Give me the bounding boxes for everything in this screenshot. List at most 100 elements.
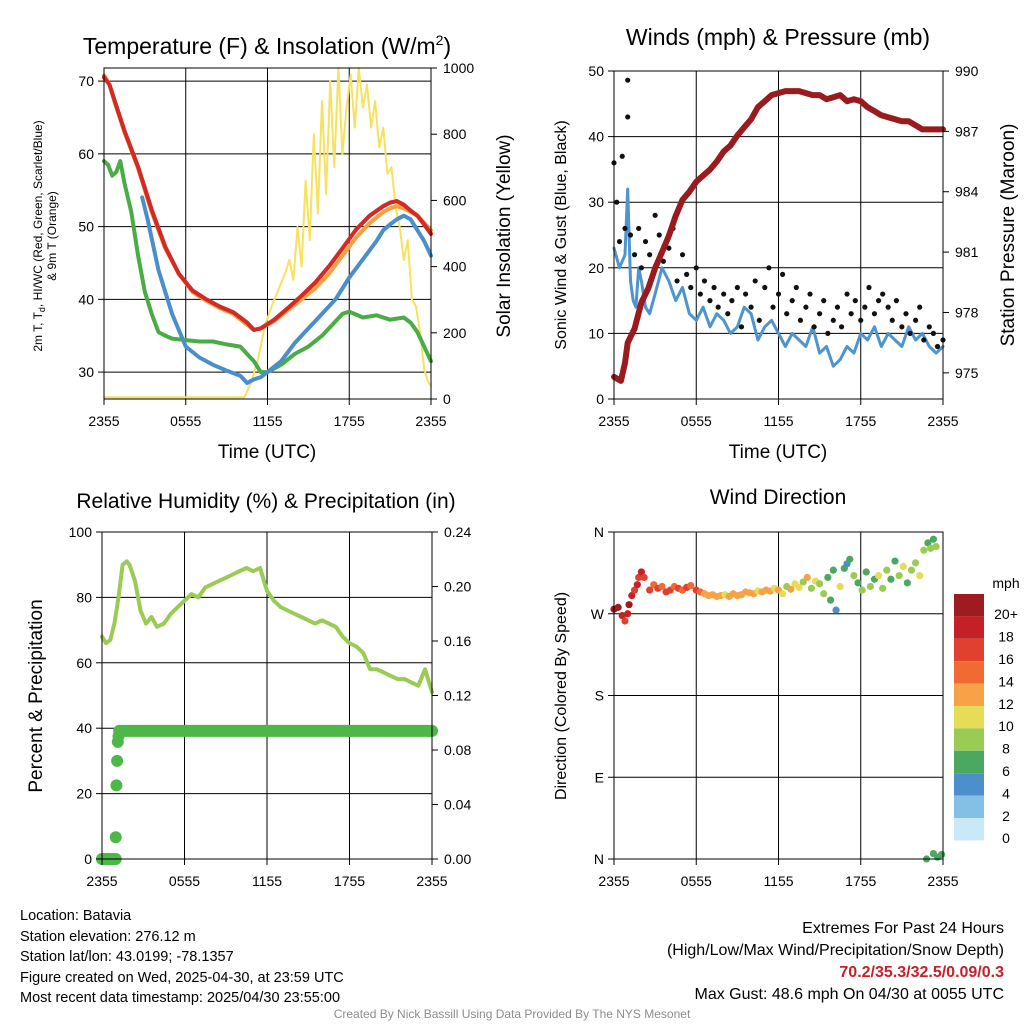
gust-point — [748, 304, 754, 310]
direction-point — [637, 568, 646, 576]
wind-x-tick-label: 1755 — [845, 413, 876, 429]
direction-point — [658, 582, 666, 591]
humidity-y-tick-label: 40 — [76, 720, 92, 736]
pressure-y2-tick-label: 975 — [955, 365, 979, 381]
precip-y2-tick-label: 0.00 — [444, 851, 471, 867]
gust-point — [893, 298, 899, 304]
gust-point — [711, 284, 717, 291]
wind-y-axis-label: Sonic Wind & Gust (Blue, Black) — [553, 120, 570, 349]
speed-legend-label: 8 — [1002, 741, 1010, 757]
humidity-x-tick-label: 0555 — [169, 873, 200, 889]
gust-point — [907, 330, 913, 336]
speed-legend-swatch — [954, 795, 984, 818]
station-latlon: Station lat/lon: 43.0199; -78.1357 — [20, 949, 234, 965]
direction-point — [858, 586, 866, 594]
speed-legend-swatch — [954, 683, 984, 706]
humidity-y-tick-label: 20 — [76, 786, 92, 802]
gust-point — [858, 317, 864, 323]
direction-point — [646, 586, 654, 594]
gust-point — [638, 265, 645, 271]
gust-point — [679, 252, 686, 258]
direction-point — [895, 572, 903, 580]
wind-direction-panel: Wind Direction 2355 0555 1155 1755 2355 N E S W N… — [553, 486, 1020, 889]
temperature-x-tick-label: 1755 — [334, 413, 365, 429]
wind-x-tick-label: 0555 — [681, 413, 712, 429]
extremes-values: 70.2/35.3/32.5/0.09/0.3 — [839, 964, 1004, 981]
gust-point — [707, 298, 713, 304]
gust-point — [934, 343, 941, 350]
series-hiwc_blue-line — [140, 195, 433, 385]
direction-point — [816, 580, 824, 588]
precip-y2-tick-label: 0.20 — [444, 579, 471, 595]
pressure-y2-tick-label: 987 — [955, 123, 979, 139]
gust-point — [830, 317, 836, 323]
speed-legend-label: 14 — [998, 673, 1014, 689]
speed-legend: 20+ 18 16 14 12 10 8 6 4 2 0 — [954, 594, 1018, 846]
wind-pressure-x-axis-label: Time (UTC) — [729, 442, 828, 463]
gust-point — [793, 284, 799, 291]
gust-point — [899, 324, 905, 330]
direction-y-tick-label: E — [595, 769, 604, 785]
humidity-y-tick-label: 80 — [76, 589, 92, 605]
gust-point — [889, 317, 895, 323]
station-info: Location: Batavia Station elevation: 276… — [20, 906, 344, 1009]
precip-y2-tick-label: 0.04 — [444, 797, 471, 813]
direction-point — [938, 850, 946, 859]
series-td-line — [102, 159, 433, 375]
speed-legend-swatch — [954, 638, 984, 662]
solar-y2-tick-label: 600 — [443, 192, 467, 208]
station-location: Location: Batavia — [20, 908, 132, 924]
figure-created: Figure created on Wed, 2025-04-30, at 23… — [20, 969, 344, 986]
temperature-x-axis-label: Time (UTC) — [218, 442, 317, 463]
gust-point — [688, 284, 694, 291]
direction-point — [820, 590, 828, 598]
direction-y-tick-label: W — [591, 606, 605, 622]
direction-point — [829, 566, 837, 574]
gust-point — [871, 311, 878, 317]
direction-point — [640, 573, 648, 582]
direction-x-tick-label: 2355 — [598, 873, 629, 889]
humidity-precip-series — [96, 559, 438, 865]
direction-point — [866, 582, 874, 591]
direction-point — [687, 581, 695, 590]
gust-point — [926, 324, 932, 330]
gust-point — [875, 298, 882, 304]
wind-direction-grid — [614, 532, 943, 859]
pressure-y-axis-label: Station Pressure (Maroon) — [998, 124, 1019, 347]
wind-x-tick-label: 1155 — [763, 413, 793, 429]
direction-point — [628, 591, 636, 600]
direction-point — [927, 544, 935, 552]
pressure-y2-tick-label: 981 — [955, 244, 979, 260]
direction-point — [850, 572, 858, 580]
gust-point — [616, 238, 623, 245]
direction-point — [887, 575, 895, 583]
wind-y-tick-label: 40 — [588, 129, 604, 145]
direction-point — [621, 617, 629, 625]
gust-point — [789, 298, 795, 304]
wind-pressure-series — [611, 77, 946, 384]
gust-point — [666, 245, 672, 251]
speed-legend-title: mph — [992, 575, 1019, 591]
direction-x-tick-label: 1155 — [763, 873, 793, 889]
speed-legend-label: 10 — [998, 718, 1014, 734]
sonic-wind-line — [612, 187, 945, 368]
gust-point — [743, 291, 749, 297]
speed-legend-swatch — [954, 661, 984, 684]
direction-point — [924, 539, 932, 547]
temperature-y-axis-label-line2: & 9m T (Orange) — [45, 191, 59, 281]
gust-point — [803, 304, 809, 310]
direction-point — [916, 572, 924, 580]
precip-y2-tick-label: 0.12 — [444, 688, 471, 704]
gust-point — [684, 271, 690, 277]
direction-point — [862, 568, 870, 576]
gust-point — [642, 238, 649, 245]
direction-point — [891, 557, 899, 565]
most-recent-data: Most recent data timestamp: 2025/04/30 2… — [20, 990, 341, 1006]
series-t2m-line — [102, 75, 433, 332]
gust-point — [693, 265, 699, 271]
temperature-x-tick-label: 2355 — [415, 413, 446, 429]
direction-point — [907, 566, 916, 574]
speed-legend-swatch — [954, 594, 984, 617]
speed-legend-swatch — [954, 728, 984, 751]
